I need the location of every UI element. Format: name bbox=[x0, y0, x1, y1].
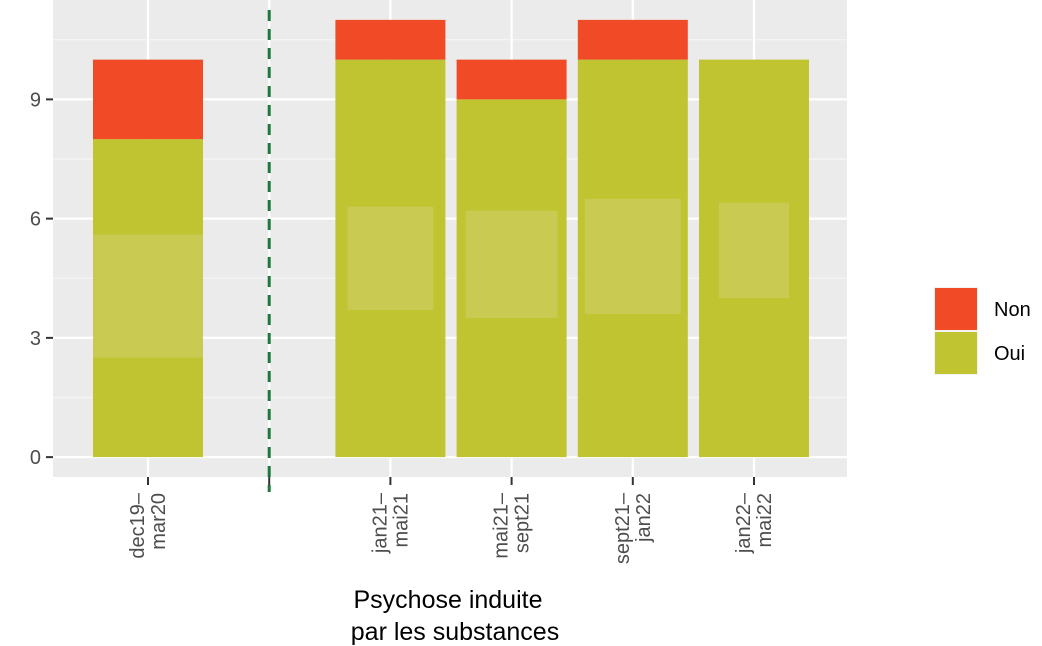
x-axis-title-line1: Psychose induite bbox=[353, 586, 542, 614]
bar-oui bbox=[93, 139, 203, 458]
bar-overlay bbox=[465, 210, 558, 318]
bar-oui bbox=[335, 59, 446, 458]
bar-non bbox=[577, 19, 688, 60]
x-tick-label: jan21– bbox=[369, 492, 391, 554]
x-tick-label: dec19– bbox=[127, 492, 149, 558]
y-tick-label: 6 bbox=[30, 209, 41, 231]
bar-overlay bbox=[347, 206, 434, 311]
bar-non bbox=[335, 19, 446, 60]
x-tick-label: sept21 bbox=[512, 493, 534, 553]
x-tick-label: mai21– bbox=[491, 492, 513, 558]
y-tick-label: 0 bbox=[30, 447, 41, 469]
x-tick-label: mar20 bbox=[148, 493, 170, 550]
x-tick-label: mai21 bbox=[390, 493, 412, 547]
x-axis-title-line2: par les substances bbox=[351, 618, 559, 646]
bar-oui bbox=[456, 99, 567, 458]
x-tick-label: sept21– bbox=[612, 492, 634, 564]
bar-oui bbox=[699, 59, 809, 458]
y-tick-label: 9 bbox=[30, 89, 41, 111]
bar-overlays bbox=[93, 198, 789, 358]
bar-non bbox=[93, 59, 203, 140]
bar-non bbox=[456, 59, 567, 100]
legend-swatch-oui bbox=[935, 332, 977, 374]
legend-swatch-non bbox=[935, 288, 977, 330]
legend: Non Oui bbox=[934, 287, 1031, 375]
x-tick-label: jan22– bbox=[733, 492, 755, 554]
bar-overlay bbox=[584, 198, 681, 315]
legend-label-oui: Oui bbox=[994, 343, 1025, 365]
x-tick-label: jan22 bbox=[633, 493, 655, 543]
bar-overlay bbox=[719, 202, 789, 299]
y-axis: 0 3 6 9 bbox=[30, 89, 53, 469]
y-tick-label: 3 bbox=[30, 328, 41, 350]
x-axis: dec19– mar20 jan21– mai21 mai21– sept21 sept21… bbox=[127, 477, 776, 564]
legend-label-non: Non bbox=[994, 299, 1031, 321]
bars bbox=[93, 19, 809, 458]
x-tick-label: mai22 bbox=[754, 493, 776, 547]
bar-oui bbox=[577, 59, 688, 458]
bar-overlay bbox=[93, 234, 203, 358]
